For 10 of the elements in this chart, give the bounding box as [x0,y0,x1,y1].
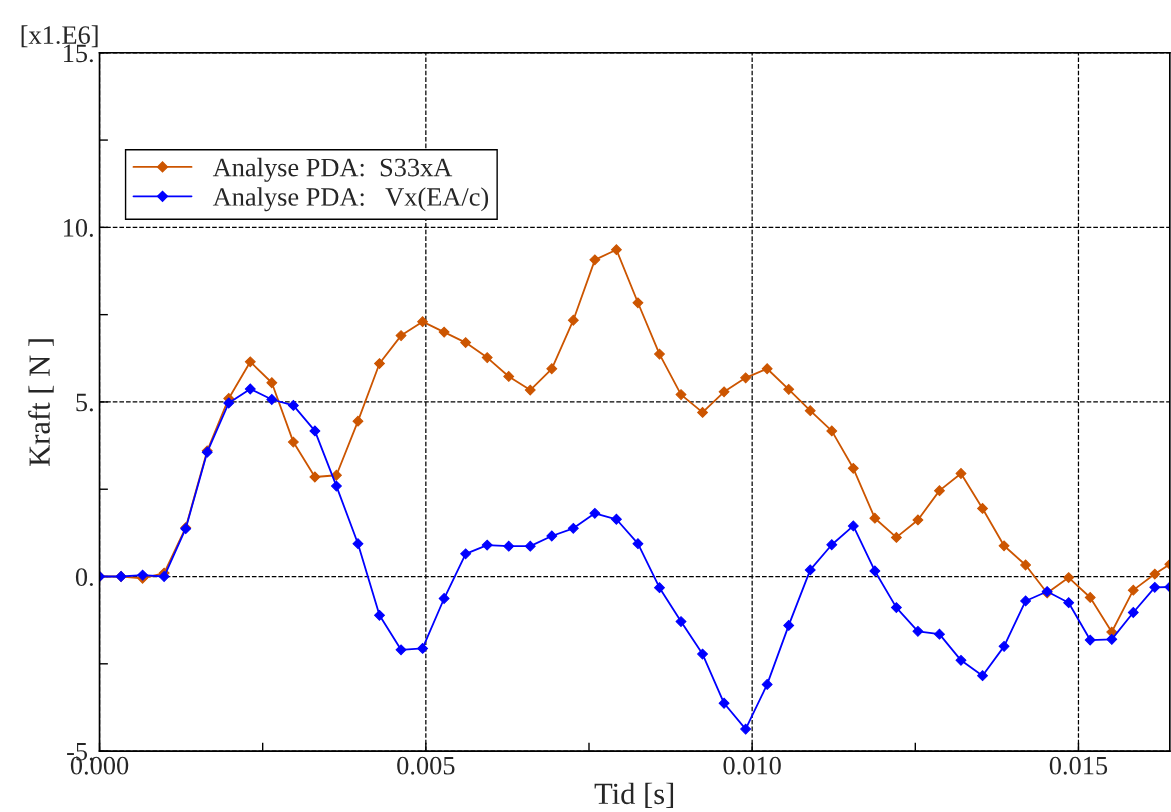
legend-label: Analyse PDA: Vx(EA/c) [212,187,489,212]
y-tick-label: 10. [64,218,93,237]
x-tick-label: 0.010 [723,756,781,775]
y-axis-title: Kraft [ N ] [28,339,54,466]
x-tick-label: 0.005 [397,756,455,775]
x-tick-label: 0.015 [1049,756,1108,775]
y-tick-label: 0. [75,568,93,587]
x-axis-title: Tid [s] [594,782,674,808]
legend-label: Analyse PDA: S33xA [212,157,453,182]
y-tick-label: 5. [76,393,93,412]
